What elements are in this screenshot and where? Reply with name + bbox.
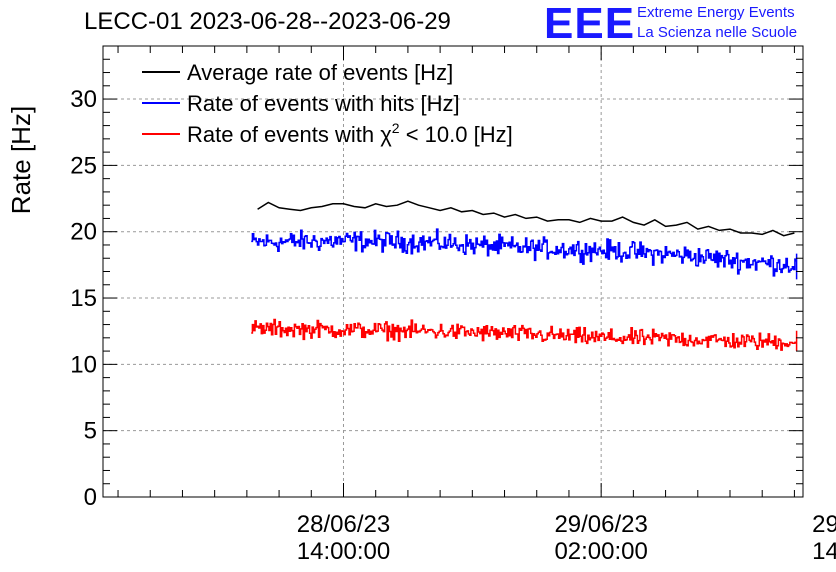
ticks: 05101520253028/06/2314:00:0029/06/2302:0… [70, 45, 836, 565]
y-tick-label: 10 [70, 351, 97, 378]
x-tick-time: 14:00:00 [812, 538, 836, 565]
y-tick-label: 5 [84, 418, 97, 445]
x-tick-time: 14:00:00 [297, 538, 390, 565]
legend: Average rate of events [Hz] Rate of event… [142, 60, 513, 147]
x-tick-date: 29/06/23 [554, 511, 647, 538]
series-line-1 [251, 228, 798, 280]
series-line-2 [251, 318, 798, 351]
series-line-0 [257, 200, 795, 237]
series-group [251, 200, 798, 351]
chart-title: LECC-01 2023-06-28--2023-06-29 [84, 8, 451, 35]
y-tick-label: 0 [84, 484, 97, 511]
y-tick-label: 25 [70, 152, 97, 179]
legend-label-0: Average rate of events [Hz] [187, 60, 453, 85]
x-tick-time: 02:00:00 [554, 538, 647, 565]
legend-label-2: Rate of events with χ2 < 10.0 [Hz] [187, 120, 513, 147]
x-tick-date: 29/06/23 [812, 511, 836, 538]
x-tick-date: 28/06/23 [297, 511, 390, 538]
legend-label-1: Rate of events with hits [Hz] [187, 91, 460, 116]
eee-logo: EEE [544, 0, 636, 48]
y-tick-label: 15 [70, 285, 97, 312]
y-tick-label: 30 [70, 86, 97, 113]
y-tick-label: 20 [70, 219, 97, 246]
y-axis-label: Rate [Hz] [6, 106, 36, 214]
logo-line-1: Extreme Energy Events [637, 4, 795, 21]
grid [103, 46, 803, 497]
logo-line-2: La Scienza nelle Scuole [637, 24, 798, 41]
